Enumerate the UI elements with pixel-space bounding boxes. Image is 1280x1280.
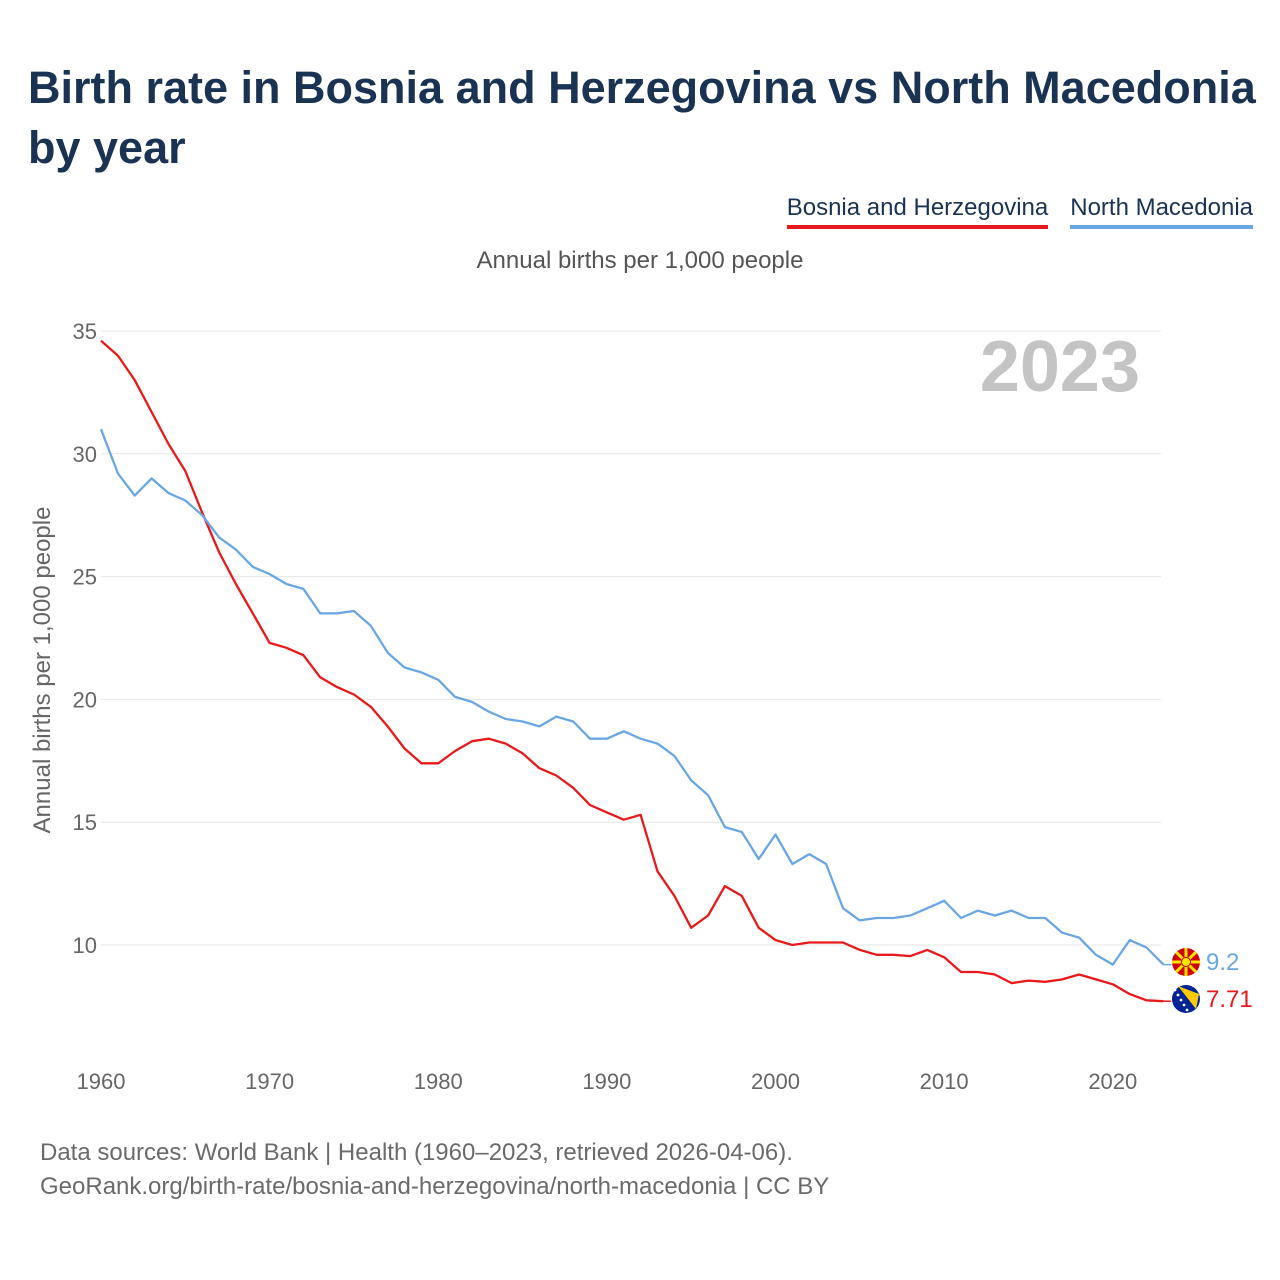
x-tick-label: 1980 xyxy=(414,1069,463,1094)
flag-star xyxy=(1173,988,1177,992)
y-tick-label: 15 xyxy=(73,810,97,835)
grid-lines xyxy=(101,330,1161,946)
legend-item-north-macedonia[interactable]: North Macedonia xyxy=(1070,194,1253,229)
flag-star xyxy=(1179,998,1183,1002)
end-markers: 9.2 7.71 xyxy=(1163,948,1253,1013)
x-tick-label: 2010 xyxy=(920,1069,969,1094)
series-line-bosnia xyxy=(100,339,1164,1003)
flag-triangle xyxy=(1178,986,1199,1009)
x-tick-label: 1990 xyxy=(582,1069,631,1094)
x-tick-label: 1960 xyxy=(77,1069,126,1094)
footer-sources: Data sources: World Bank | Health (1960–… xyxy=(40,1139,793,1166)
y-tick-label: 20 xyxy=(73,687,97,712)
footer-url: GeoRank.org/birth-rate/bosnia-and-herzeg… xyxy=(40,1173,830,1200)
y-tick-label: 25 xyxy=(73,565,97,590)
legend: Bosnia and Herzegovina North Macedonia xyxy=(786,194,1253,229)
series-line-north-macedonia xyxy=(99,428,1165,966)
chart-subtitle: Annual births per 1,000 people xyxy=(476,247,804,274)
flag-sun xyxy=(1181,957,1191,967)
north-macedonia-end-label: 9.2 xyxy=(1206,949,1239,976)
footer: Data sources: World Bank | Health (1960–… xyxy=(40,1136,829,1204)
y-axis-ticks: 10 15 20 25 30 35 xyxy=(73,319,97,958)
north-macedonia-flag-icon xyxy=(1172,948,1200,976)
bosnia-end-label: 7.71 xyxy=(1206,986,1253,1013)
y-tick-label: 30 xyxy=(73,442,97,467)
flag-star xyxy=(1182,1003,1186,1007)
series-lines xyxy=(99,339,1165,1003)
chart-title: Birth rate in Bosnia and Herzegovina vs … xyxy=(28,62,1256,173)
flag-star xyxy=(1176,993,1180,997)
x-tick-label: 2000 xyxy=(751,1069,800,1094)
y-tick-label: 35 xyxy=(73,319,97,344)
y-tick-label: 10 xyxy=(73,933,97,958)
flag-star xyxy=(1185,1008,1189,1012)
bosnia-flag-icon xyxy=(1172,985,1200,1013)
y-axis-label: Annual births per 1,000 people xyxy=(29,507,56,834)
x-tick-label: 2020 xyxy=(1088,1069,1137,1094)
legend-item-bosnia[interactable]: Bosnia and Herzegovina xyxy=(786,194,1049,229)
x-axis-ticks: 1960 1970 1980 1990 2000 2010 2020 xyxy=(77,1069,1138,1094)
current-year-label: 2023 xyxy=(980,327,1140,407)
x-tick-label: 1970 xyxy=(245,1069,294,1094)
